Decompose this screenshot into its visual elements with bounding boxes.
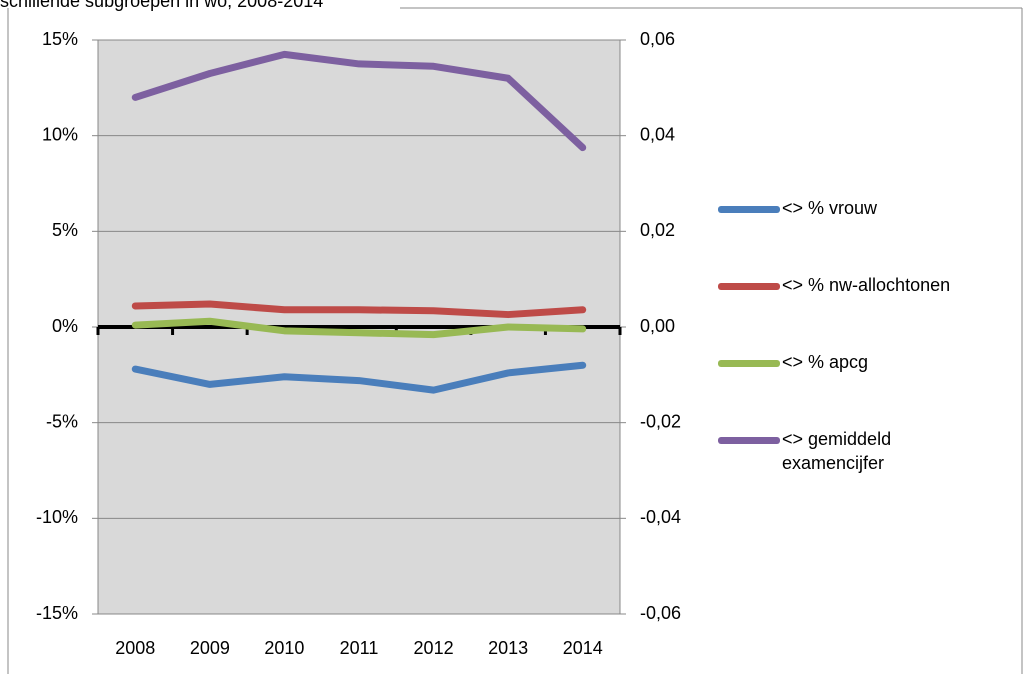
x-tick-label: 2011	[340, 638, 379, 658]
series-line	[131, 50, 587, 152]
y2-tick-label: -0,06	[640, 603, 681, 623]
x-tick-label: 2012	[414, 638, 454, 658]
x-tick-label: 2008	[115, 638, 155, 658]
y-tick-label: 15%	[42, 29, 78, 49]
y2-tick-label: 0,00	[640, 316, 675, 336]
legend-item: <> % apcg	[718, 350, 1018, 427]
y-tick-label: -5%	[46, 411, 78, 431]
y2-tick-label: -0,04	[640, 507, 681, 527]
legend-label: <> % apcg	[782, 352, 869, 372]
y2-tick-label: 0,06	[640, 29, 675, 49]
x-tick-label: 2014	[563, 638, 603, 658]
legend-swatch	[718, 437, 780, 444]
legend-swatch	[718, 360, 780, 367]
y-tick-label: -15%	[36, 603, 78, 623]
series-line	[131, 300, 587, 319]
y2-tick-label: -0,02	[640, 411, 681, 431]
legend-label: <> % vrouw	[782, 198, 878, 218]
legend-label: <> gemiddeld examencijfer	[782, 429, 892, 473]
y2-tick-label: 0,04	[640, 124, 675, 144]
chart-title: schillende subgroepen in wo, 2008-2014	[0, 0, 323, 11]
legend-item: <> % vrouw	[718, 196, 1018, 273]
y-tick-label: -10%	[36, 507, 78, 527]
legend-item: <> gemiddeld examencijfer	[718, 427, 1018, 504]
legend-swatch	[718, 283, 780, 290]
y-tick-label: 0%	[52, 316, 78, 336]
x-tick-label: 2013	[488, 638, 528, 658]
series-line	[131, 361, 587, 394]
legend-swatch	[718, 206, 780, 213]
legend-label: <> % nw-allochtonen	[782, 275, 951, 295]
x-tick-label: 2009	[190, 638, 230, 658]
y2-tick-label: 0,02	[640, 220, 675, 240]
series-line	[131, 317, 587, 339]
legend: <> % vrouw <> % nw-allochtonen <> % apcg <>…	[718, 196, 1018, 504]
y-tick-label: 5%	[52, 220, 78, 240]
x-tick-label: 2010	[264, 638, 304, 658]
legend-item: <> % nw-allochtonen	[718, 273, 1018, 350]
y-tick-label: 10%	[42, 124, 78, 144]
